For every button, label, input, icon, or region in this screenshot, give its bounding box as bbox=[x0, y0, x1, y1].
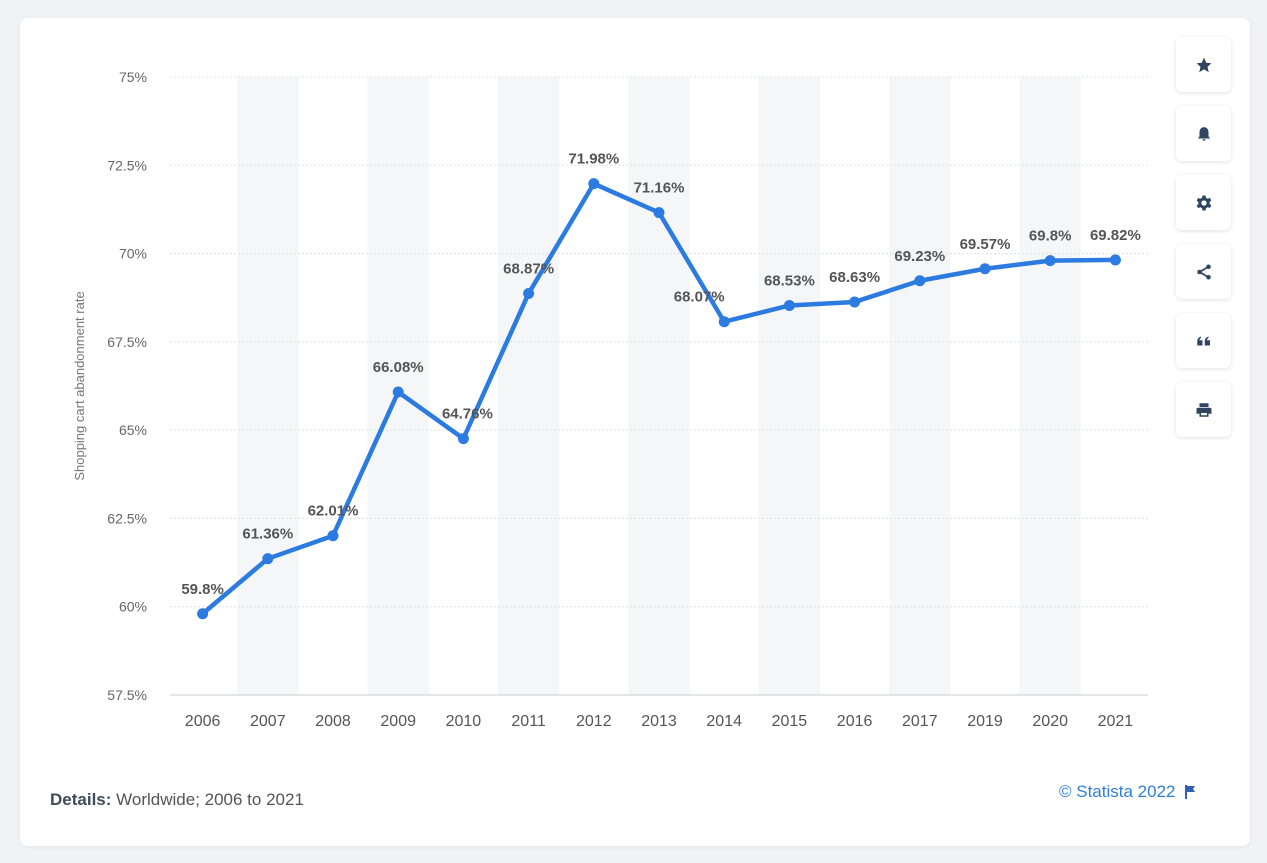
data-point bbox=[718, 316, 730, 328]
data-point bbox=[523, 287, 535, 299]
details-label: Details: bbox=[50, 790, 112, 809]
statista-credit-link[interactable]: © Statista 2022 bbox=[1059, 782, 1196, 802]
y-tick-label: 65% bbox=[119, 422, 147, 438]
data-point bbox=[653, 207, 665, 219]
data-label: 71.98% bbox=[568, 151, 619, 168]
details-value: Worldwide; 2006 to 2021 bbox=[111, 790, 304, 809]
bell-icon bbox=[1197, 126, 1210, 141]
print-icon bbox=[1196, 402, 1211, 417]
data-label: 59.8% bbox=[181, 581, 224, 598]
y-tick-label: 72.5% bbox=[107, 157, 147, 173]
data-point bbox=[457, 433, 469, 445]
column-band bbox=[497, 77, 560, 695]
data-label: 69.57% bbox=[960, 236, 1011, 253]
data-label: 69.8% bbox=[1029, 228, 1072, 245]
star-icon bbox=[1196, 57, 1211, 72]
column-band bbox=[889, 77, 951, 695]
x-tick-label: 2021 bbox=[1098, 713, 1134, 730]
x-tick-label: 2015 bbox=[772, 713, 808, 730]
x-tick-label: 2016 bbox=[837, 713, 873, 730]
data-label: 68.53% bbox=[764, 272, 815, 289]
y-tick-label: 70% bbox=[119, 246, 147, 262]
column-band bbox=[237, 77, 299, 695]
data-point bbox=[1044, 255, 1056, 267]
share-icon bbox=[1196, 264, 1211, 279]
gear-icon bbox=[1196, 195, 1211, 210]
data-label: 68.63% bbox=[829, 269, 880, 286]
column-band bbox=[758, 77, 821, 695]
x-tick-label: 2011 bbox=[511, 713, 546, 730]
x-tick-label: 2010 bbox=[446, 713, 482, 730]
x-tick-label: 2013 bbox=[641, 713, 677, 730]
print-button[interactable] bbox=[1176, 382, 1231, 437]
data-point bbox=[262, 553, 274, 565]
data-label: 71.16% bbox=[634, 180, 685, 197]
data-point bbox=[1109, 254, 1121, 266]
data-point bbox=[849, 296, 861, 308]
share-button[interactable] bbox=[1176, 244, 1231, 299]
details-text: Details: Worldwide; 2006 to 2021 bbox=[50, 790, 304, 810]
data-label: 64.76% bbox=[442, 406, 493, 423]
data-label: 68.87% bbox=[503, 260, 554, 277]
y-axis-label: Shopping cart abandonment rate bbox=[72, 291, 87, 480]
cite-button[interactable] bbox=[1176, 313, 1231, 368]
settings-button[interactable] bbox=[1176, 175, 1231, 230]
favorite-button[interactable] bbox=[1176, 37, 1231, 92]
y-tick-label: 60% bbox=[119, 599, 147, 615]
credit-text: © Statista 2022 bbox=[1059, 782, 1176, 801]
data-point bbox=[979, 263, 991, 275]
flag-icon bbox=[1184, 785, 1195, 799]
data-point bbox=[327, 530, 339, 542]
x-tick-label: 2006 bbox=[185, 713, 221, 730]
x-tick-label: 2017 bbox=[902, 713, 938, 730]
data-label: 69.23% bbox=[894, 248, 945, 265]
column-band bbox=[1019, 77, 1081, 695]
data-point bbox=[197, 608, 209, 620]
x-tick-label: 2007 bbox=[250, 713, 286, 730]
data-label: 62.01% bbox=[308, 503, 359, 520]
quote-icon bbox=[1196, 336, 1210, 345]
x-tick-label: 2020 bbox=[1032, 713, 1068, 730]
data-point bbox=[392, 386, 404, 398]
x-tick-label: 2008 bbox=[315, 713, 351, 730]
data-label: 61.36% bbox=[242, 526, 293, 543]
data-label: 68.07% bbox=[674, 289, 725, 306]
notification-button[interactable] bbox=[1176, 106, 1231, 161]
x-tick-label: 2009 bbox=[380, 713, 416, 730]
chart-toolbar bbox=[1176, 37, 1231, 451]
column-band bbox=[367, 77, 429, 695]
column-band bbox=[628, 77, 690, 695]
data-label: 66.08% bbox=[373, 359, 424, 376]
y-tick-label: 57.5% bbox=[107, 687, 147, 703]
data-point bbox=[588, 178, 600, 190]
data-point bbox=[783, 299, 795, 311]
x-tick-label: 2014 bbox=[706, 713, 742, 730]
x-tick-label: 2019 bbox=[967, 713, 1003, 730]
y-tick-label: 62.5% bbox=[107, 510, 147, 526]
x-tick-label: 2012 bbox=[576, 713, 612, 730]
data-label: 69.82% bbox=[1090, 227, 1141, 244]
y-tick-label: 67.5% bbox=[107, 334, 147, 350]
y-tick-label: 75% bbox=[119, 69, 147, 85]
data-point bbox=[914, 275, 926, 287]
